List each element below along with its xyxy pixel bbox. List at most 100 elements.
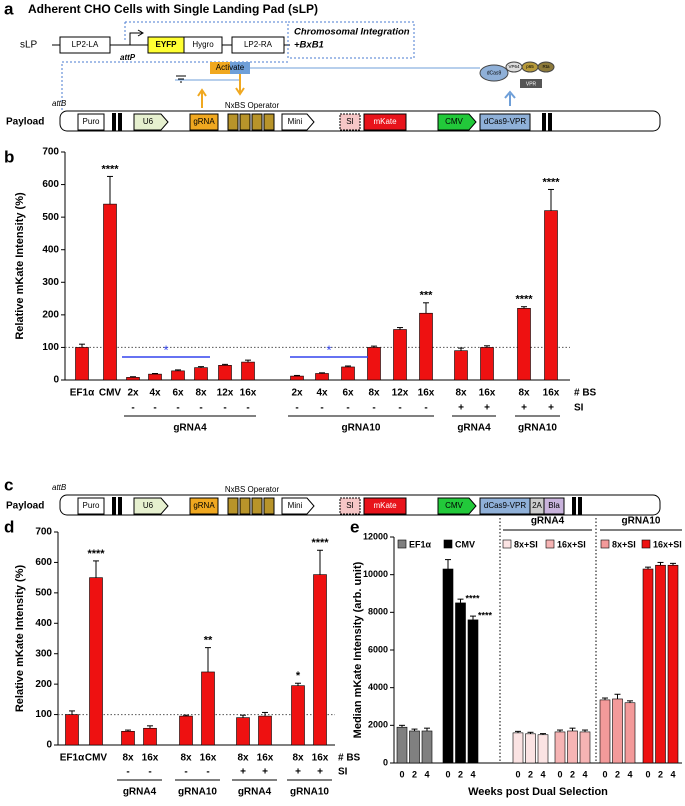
bar	[313, 574, 327, 746]
icon-label: Rta	[542, 64, 550, 69]
lp2-ra-box	[231, 36, 285, 54]
group-label: gRNA4	[238, 787, 272, 798]
si-label: +	[295, 767, 301, 778]
y-tick-label: 6000	[368, 644, 388, 654]
bar	[409, 730, 420, 764]
attb-label: attB	[52, 483, 67, 492]
x-tick-label: EF1α	[60, 753, 85, 764]
y-axis-title: Median mKate Intensity (arb. unit)	[352, 561, 364, 738]
y-tick-label: 200	[42, 309, 59, 320]
bar	[480, 347, 494, 381]
u6-label: U6	[143, 501, 154, 510]
lp2-la-box	[59, 36, 111, 54]
insulator	[112, 497, 116, 515]
x-tick-label: 8x	[518, 388, 530, 399]
cmv-label: CMV	[445, 501, 463, 510]
x-tick-label: 2x	[127, 388, 139, 399]
bar	[467, 619, 479, 764]
bar	[103, 203, 117, 381]
y-tick-label: 700	[35, 527, 52, 538]
dcas9-icon	[479, 64, 509, 82]
insulator	[118, 497, 122, 515]
y-tick-label: 600	[35, 557, 52, 568]
si-box	[339, 113, 361, 131]
insulator	[572, 497, 576, 515]
x-tick-label: 4	[540, 769, 545, 779]
operator-site	[251, 113, 263, 131]
hygro-box	[183, 36, 223, 54]
lp2-la-label: LP2-LA	[72, 40, 99, 49]
u6-label: U6	[143, 117, 154, 126]
rta-icon	[537, 61, 555, 73]
operator-site	[251, 497, 263, 515]
t2a-label: 2A	[532, 501, 542, 510]
si-label: -	[126, 767, 129, 778]
y-tick-label: 300	[42, 277, 59, 288]
si-box	[339, 497, 361, 515]
legend-label: 16x+SI	[653, 539, 682, 549]
x-tick-label: 0	[645, 769, 650, 779]
y-tick-label: 700	[42, 147, 59, 158]
activate-arrow	[235, 74, 245, 96]
group-header: gRNA4	[531, 516, 565, 527]
u6-box	[133, 497, 169, 515]
mkate-box	[363, 497, 407, 515]
mini-label: Mini	[288, 501, 303, 510]
y-tick-label: 400	[42, 244, 59, 255]
si-label: -	[153, 403, 156, 414]
insulator	[548, 113, 552, 131]
activate-line	[175, 67, 480, 81]
bar	[455, 602, 466, 764]
x-tick-label: 16x	[312, 753, 329, 764]
x-tick-label: 8x	[292, 753, 304, 764]
icon-label: VPR	[526, 81, 537, 87]
bar	[396, 726, 408, 764]
bar	[341, 366, 355, 381]
bar	[236, 717, 250, 746]
bar	[512, 732, 524, 764]
bar	[454, 350, 468, 381]
x-tick-label: 4x	[149, 388, 161, 399]
x-tick-label: 2	[458, 769, 463, 779]
eyfp-label: EYFP	[156, 40, 178, 49]
x-tick-label: 0	[602, 769, 607, 779]
operator-label: NxBS Operator	[225, 485, 280, 494]
legend-swatch	[502, 539, 512, 549]
bar	[126, 377, 140, 381]
bar	[218, 365, 232, 381]
x-tick-label: 16x	[240, 388, 257, 399]
x-tick-label: 8x	[180, 753, 192, 764]
operator-site	[263, 113, 275, 131]
bar	[89, 577, 103, 746]
puro-box	[77, 497, 105, 515]
bar	[544, 210, 558, 381]
insulator	[578, 497, 582, 515]
bar	[567, 730, 578, 764]
mini-box	[281, 113, 315, 131]
bar	[421, 730, 433, 764]
significance: *	[296, 670, 301, 682]
x-tick-label: 8x	[368, 388, 380, 399]
mini-label: Mini	[288, 117, 303, 126]
row-label: # BS	[338, 753, 361, 764]
cmv-box	[437, 497, 477, 515]
annotation: *	[326, 342, 331, 357]
x-tick-label: 2	[570, 769, 575, 779]
activate-label: Activate	[216, 63, 245, 72]
x-tick-label: 16x	[543, 388, 560, 399]
bar	[194, 367, 208, 381]
y-tick-label: 600	[42, 179, 59, 190]
bar	[75, 347, 89, 381]
y-tick-label: 10000	[363, 569, 388, 579]
y-tick-label: 500	[42, 212, 59, 223]
x-tick-label: 4	[470, 769, 475, 779]
x-tick-label: 2	[528, 769, 533, 779]
bar	[179, 715, 193, 746]
y-tick-label: 0	[53, 375, 59, 386]
panel-label: e	[350, 517, 359, 536]
si-label: +	[240, 767, 246, 778]
si-label: -	[199, 403, 202, 414]
bar	[367, 347, 381, 381]
insulator	[112, 113, 116, 131]
x-tick-label: CMV	[85, 753, 108, 764]
